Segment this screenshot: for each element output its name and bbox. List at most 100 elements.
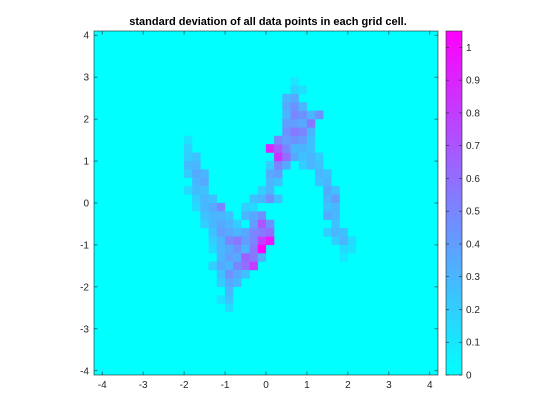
y-tick-label: -3 bbox=[80, 324, 89, 335]
heatmap-cell bbox=[249, 211, 258, 220]
heatmap-cell bbox=[323, 194, 332, 204]
heatmap-cell bbox=[216, 278, 226, 287]
heatmap-cell bbox=[257, 211, 267, 220]
heatmap-cell bbox=[216, 270, 226, 279]
heatmap-cell bbox=[339, 236, 348, 246]
heatmap-cell bbox=[290, 77, 299, 86]
heatmap-cell bbox=[306, 119, 316, 128]
heatmap-cell bbox=[315, 169, 324, 178]
heatmap-cell bbox=[184, 152, 193, 162]
x-tick-label: 2 bbox=[345, 380, 351, 391]
heatmap-cell bbox=[233, 219, 242, 229]
heatmap-cell bbox=[200, 211, 209, 220]
x-tick-label: 3 bbox=[386, 380, 392, 391]
colorbar-tick-label: 1 bbox=[466, 43, 472, 54]
heatmap-cell bbox=[331, 211, 340, 220]
heatmap-cell bbox=[298, 85, 308, 95]
heatmap-cell bbox=[216, 202, 226, 212]
x-tick-label: -1 bbox=[221, 380, 230, 391]
heatmap-cell bbox=[184, 169, 193, 178]
heatmap-cell bbox=[347, 236, 357, 246]
heatmap-cell bbox=[249, 236, 258, 246]
colorbar-tick-label: 0.2 bbox=[466, 305, 480, 316]
heatmap-cell bbox=[290, 119, 299, 128]
colorbar: 0 0.1 0.2 0.3 0.4 0.5 0.6 0.7 0.8 0.9 1 bbox=[445, 30, 480, 382]
heatmap-cell bbox=[200, 186, 209, 195]
heatmap-cell bbox=[282, 102, 291, 111]
heatmap-cell bbox=[323, 211, 332, 220]
x-tick-label: 1 bbox=[304, 380, 310, 391]
y-tick-label: 1 bbox=[83, 157, 89, 168]
heatmap-cell bbox=[265, 186, 275, 195]
heatmap-cell bbox=[282, 144, 291, 153]
colorbar-tick-label: 0.4 bbox=[466, 239, 480, 250]
heatmap-cell bbox=[257, 186, 267, 195]
heatmap-cell bbox=[208, 228, 217, 237]
heatmap-cell bbox=[184, 160, 193, 170]
heatmap-cell bbox=[274, 160, 283, 170]
heatmap-cell bbox=[265, 144, 275, 153]
heatmap-cell bbox=[224, 244, 234, 254]
heatmap-cell bbox=[323, 169, 332, 178]
heatmap-cell bbox=[257, 236, 267, 246]
x-tick-label: 0 bbox=[263, 380, 269, 391]
heatmap-cell bbox=[192, 152, 201, 162]
heatmap-cell bbox=[216, 253, 226, 262]
heatmap-cell bbox=[233, 228, 242, 237]
heatmap-cell bbox=[274, 169, 283, 178]
heatmap-cell bbox=[233, 244, 242, 254]
x-tick-label: -4 bbox=[98, 380, 107, 391]
heatmap-cell bbox=[282, 135, 291, 145]
x-tick-label: 4 bbox=[427, 380, 433, 391]
colorbar-tick-label: 0 bbox=[466, 371, 472, 382]
heatmap-cell bbox=[265, 194, 275, 204]
heatmap-cell bbox=[323, 202, 332, 212]
heatmap-cell bbox=[208, 261, 217, 271]
heatmap-cell bbox=[208, 244, 217, 254]
heatmap-cell bbox=[224, 211, 234, 220]
heatmap-cell bbox=[306, 144, 316, 153]
heatmap-cell bbox=[282, 127, 291, 136]
heatmap-cell bbox=[249, 253, 258, 262]
heatmap-cell bbox=[249, 194, 258, 204]
heatmap-cell bbox=[274, 152, 283, 162]
heatmap-cell bbox=[249, 202, 258, 212]
heatmap-cell bbox=[306, 127, 316, 136]
heatmap-cell bbox=[298, 119, 308, 128]
heatmap-cell bbox=[224, 286, 234, 296]
heatmap-cell bbox=[331, 228, 340, 237]
heatmap-cell bbox=[257, 219, 267, 229]
heatmap-cell bbox=[290, 135, 299, 145]
heatmap-cell bbox=[224, 219, 234, 229]
heatmap-cell bbox=[208, 211, 217, 220]
heatmap-cell bbox=[298, 127, 308, 136]
heatmap-cell bbox=[282, 160, 291, 170]
heatmap-cell bbox=[249, 219, 258, 229]
x-tick-label: -3 bbox=[139, 380, 148, 391]
heatmap-cell bbox=[274, 144, 283, 153]
heatmap-cell bbox=[290, 102, 299, 111]
y-tick-label: 3 bbox=[83, 73, 89, 84]
heatmap-cell bbox=[241, 270, 250, 279]
heatmap-cell bbox=[298, 110, 308, 120]
colorbar-tick-label: 0.8 bbox=[466, 108, 480, 119]
heatmap-cell bbox=[224, 253, 234, 262]
heatmap-cell bbox=[192, 160, 201, 170]
heatmap-cell bbox=[241, 244, 250, 254]
heatmap-cell bbox=[290, 152, 299, 162]
heatmap-cell bbox=[241, 253, 250, 262]
colorbar-tick-label: 0.3 bbox=[466, 272, 480, 283]
y-tick-label: 2 bbox=[83, 115, 89, 126]
heatmap-cell bbox=[216, 211, 226, 220]
heatmap-cell bbox=[290, 85, 299, 95]
heatmap-cell bbox=[208, 202, 217, 212]
heatmap-cell bbox=[249, 244, 258, 254]
heatmap-cell bbox=[216, 228, 226, 237]
heatmap-cell bbox=[323, 177, 332, 187]
heatmap-cell bbox=[257, 244, 267, 254]
heatmap-cell bbox=[282, 110, 291, 120]
heatmap-cell bbox=[339, 244, 348, 254]
heatmap-cell bbox=[274, 194, 283, 204]
heatmap-cell bbox=[192, 194, 201, 204]
